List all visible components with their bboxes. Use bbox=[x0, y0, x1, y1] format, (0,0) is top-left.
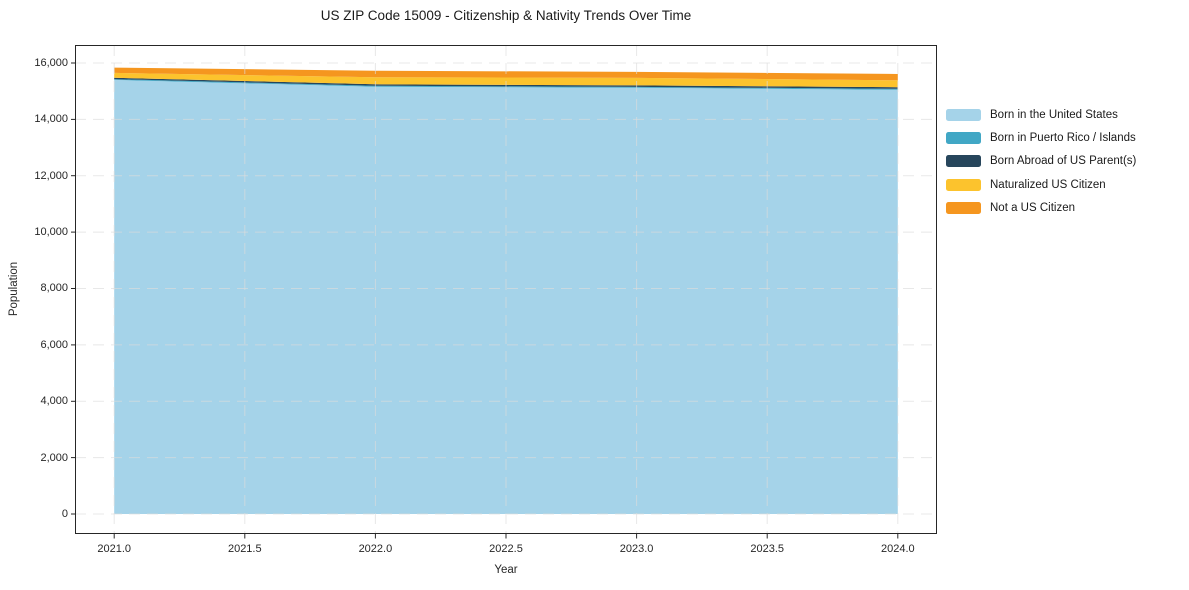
y-tick-label: 14,000 bbox=[34, 113, 68, 126]
legend: Born in the United States Born in Puerto … bbox=[946, 103, 1136, 219]
y-tick-label: 12,000 bbox=[34, 169, 68, 182]
legend-swatch bbox=[946, 201, 981, 214]
legend-swatch bbox=[946, 108, 981, 121]
legend-label: Born Abroad of US Parent(s) bbox=[990, 155, 1137, 168]
legend-item: Naturalized US Citizen bbox=[946, 173, 1136, 196]
legend-item: Born in Puerto Rico / Islands bbox=[946, 126, 1136, 149]
legend-item: Not a US Citizen bbox=[946, 196, 1136, 219]
area-series-3 bbox=[114, 72, 898, 88]
legend-label: Born in Puerto Rico / Islands bbox=[990, 131, 1136, 144]
legend-label: Naturalized US Citizen bbox=[990, 178, 1106, 191]
plot-border bbox=[75, 45, 937, 534]
legend-swatch bbox=[946, 155, 981, 168]
area-series-0 bbox=[114, 79, 898, 515]
legend-item: Born in the United States bbox=[946, 103, 1136, 126]
legend-swatch bbox=[946, 178, 981, 191]
chart-title: US ZIP Code 15009 - Citizenship & Nativi… bbox=[320, 8, 692, 23]
legend-swatch bbox=[946, 131, 981, 144]
y-tick-label: 8,000 bbox=[40, 282, 68, 295]
legend-label: Not a US Citizen bbox=[990, 201, 1076, 214]
area-series-2 bbox=[114, 77, 898, 89]
y-tick-label: 6,000 bbox=[40, 338, 68, 351]
y-tick-label: 0 bbox=[61, 508, 68, 520]
x-tick-label: 2021.5 bbox=[227, 543, 262, 555]
y-tick-label: 10,000 bbox=[34, 226, 68, 239]
y-tick-label: 16,000 bbox=[34, 56, 68, 69]
y-tick-label: 4,000 bbox=[40, 395, 68, 408]
x-tick-label: 2023.0 bbox=[619, 543, 654, 555]
area-series-1 bbox=[114, 79, 898, 90]
legend-item: Born Abroad of US Parent(s) bbox=[946, 150, 1136, 173]
x-tick-label: 2023.5 bbox=[750, 543, 785, 555]
x-tick-label: 2021.0 bbox=[97, 543, 131, 555]
x-tick-label: 2024.0 bbox=[880, 543, 915, 555]
legend-label: Born in the United States bbox=[990, 108, 1118, 121]
x-tick-label: 2022.5 bbox=[489, 543, 523, 555]
x-axis-label: Year bbox=[494, 564, 518, 576]
y-tick-label: 2,000 bbox=[40, 451, 68, 464]
x-tick-label: 2022.0 bbox=[358, 543, 393, 555]
